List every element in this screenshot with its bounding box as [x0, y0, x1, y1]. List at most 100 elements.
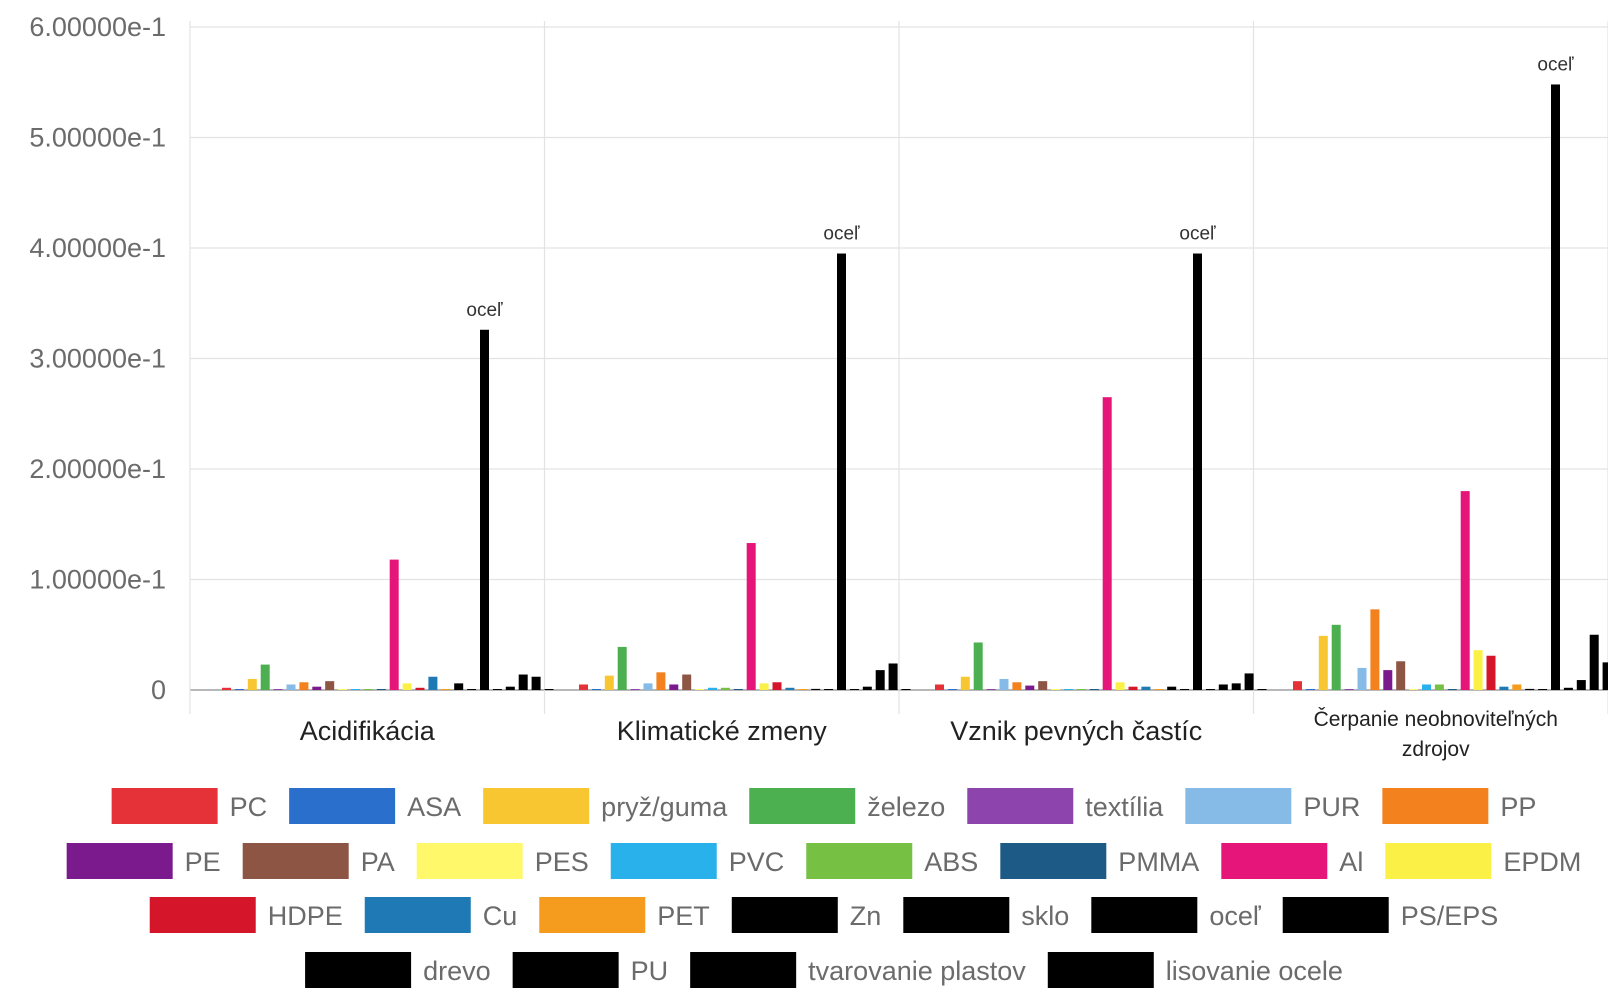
x-axis: Acidifikácia Klimatické zmeny Vznik pevnýc… [300, 708, 1558, 761]
bar-annotation: oceľ [466, 300, 503, 321]
bar [1447, 689, 1457, 690]
bar [1473, 650, 1483, 690]
legend-label: PS/EPS [1401, 901, 1499, 931]
legend-swatch [1221, 843, 1328, 879]
bar [325, 681, 335, 690]
legend-label: drevo [423, 956, 491, 986]
y-tick-label: 3.00000e-1 [29, 344, 166, 374]
bar [1576, 680, 1586, 690]
legend-item: drevo [305, 952, 491, 988]
bar [656, 672, 666, 690]
bar [1538, 689, 1548, 690]
bar [973, 642, 983, 690]
bar [1551, 84, 1560, 690]
bar [579, 684, 588, 690]
legend-swatch [111, 788, 218, 824]
legend-label: PU [631, 956, 669, 986]
legend-swatch [731, 897, 838, 933]
legend-item: PP [1382, 788, 1536, 824]
bar [1331, 624, 1341, 690]
bar [733, 689, 743, 690]
bar [1499, 686, 1509, 690]
bar [1102, 397, 1112, 690]
legend-swatch [903, 897, 1010, 933]
y-tick-label: 6.00000e-1 [29, 12, 166, 42]
legend-item: PMMA [1000, 843, 1199, 879]
legend-label: textília [1085, 792, 1164, 822]
legend-item: HDPE [149, 897, 343, 933]
legend-label: sklo [1021, 901, 1069, 931]
legend-label: Cu [483, 901, 518, 931]
annotations: oceľ oceľ oceľ oceľ [466, 54, 1574, 320]
legend-label: Zn [850, 901, 882, 931]
legend-swatch [483, 788, 590, 824]
bar [591, 689, 601, 690]
category-label: Vznik pevných častíc [950, 716, 1202, 746]
bar [338, 689, 348, 690]
legend-swatch [364, 897, 471, 933]
category-label: Acidifikácia [300, 716, 436, 746]
legend-swatch [1185, 788, 1292, 824]
y-tick-label: 4.00000e-1 [29, 233, 166, 263]
bar [376, 689, 386, 690]
bar [746, 543, 756, 690]
legend-swatch [416, 843, 523, 879]
legend-item: lisovanie ocele [1047, 952, 1343, 988]
bar [811, 688, 821, 690]
bar [935, 684, 944, 690]
bar [708, 687, 717, 690]
bar [1025, 685, 1035, 690]
y-axis: 6.00000e-1 5.00000e-1 4.00000e-1 3.00000e-1… [29, 12, 166, 705]
bar [1128, 686, 1138, 690]
bar [960, 676, 970, 690]
legend-label: PE [185, 847, 221, 877]
bar [875, 670, 885, 690]
legend-item: EPDM [1385, 843, 1581, 879]
legend-swatch [690, 952, 797, 988]
bar [1064, 689, 1073, 690]
legend-swatch [749, 788, 856, 824]
legend-item: PS/EPS [1282, 897, 1499, 933]
category-label: Čerpanie neobnoviteľných [1314, 708, 1558, 731]
bar [1525, 688, 1535, 690]
legend-item: PA [242, 843, 395, 879]
bar [1115, 682, 1125, 690]
legend-item: Zn [731, 897, 882, 933]
bar [1180, 689, 1190, 690]
bar [492, 689, 502, 690]
bar [428, 676, 438, 690]
bar [247, 678, 257, 690]
legend-swatch [1282, 897, 1389, 933]
legend-item: PET [539, 897, 710, 933]
bar [1383, 670, 1393, 690]
legend-swatch [1382, 788, 1489, 824]
legend-item: PUR [1185, 788, 1360, 824]
bar [1205, 689, 1215, 690]
bar [772, 682, 782, 690]
bar [824, 689, 834, 690]
bar [720, 687, 730, 690]
legend-label: lisovanie ocele [1166, 956, 1343, 986]
bar [402, 683, 412, 690]
legend-item: PC [111, 788, 267, 824]
legend-label: HDPE [268, 901, 343, 931]
bar [1244, 673, 1254, 690]
bar [312, 686, 322, 690]
bar [682, 674, 692, 690]
bar [1154, 689, 1164, 690]
legend-item: PVC [610, 843, 784, 879]
bar [531, 676, 541, 690]
bar [1396, 661, 1406, 690]
bar [617, 646, 627, 690]
bar [1589, 634, 1599, 690]
bar [441, 689, 451, 690]
legend-item: pryž/guma [483, 788, 728, 824]
bar [986, 689, 996, 690]
legend-item: textília [967, 788, 1164, 824]
legend-label: ABS [924, 847, 978, 877]
bar [467, 689, 477, 690]
y-tick-label: 1.00000e-1 [29, 565, 166, 595]
legend-label: Al [1339, 847, 1363, 877]
legend-swatch [289, 788, 396, 824]
bar [1563, 687, 1573, 690]
